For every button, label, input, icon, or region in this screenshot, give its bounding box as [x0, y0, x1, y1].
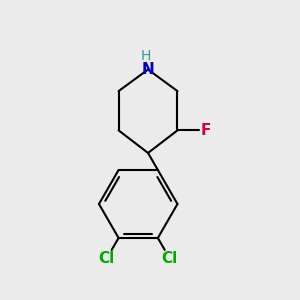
Text: Cl: Cl — [161, 251, 178, 266]
Text: H: H — [141, 49, 151, 63]
Text: N: N — [142, 62, 154, 77]
Text: Cl: Cl — [99, 251, 115, 266]
Text: F: F — [201, 123, 211, 138]
